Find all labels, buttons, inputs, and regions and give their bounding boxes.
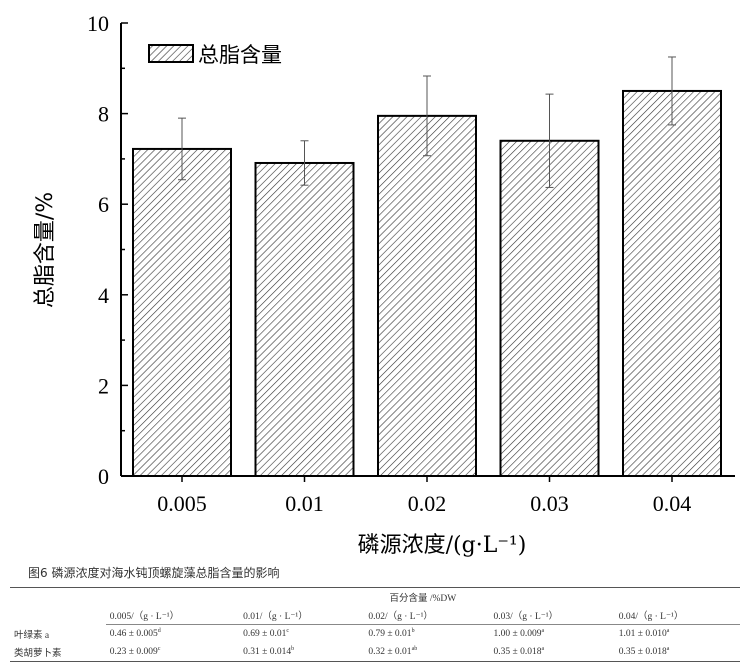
significance-letter: ab — [411, 646, 418, 653]
table-cell: 0.46 ± 0.005d — [109, 628, 161, 640]
bar — [377, 114, 477, 478]
x-axis-label: 磷源浓度/(g·L⁻¹) — [358, 533, 527, 558]
y-tick-label: 10 — [87, 11, 109, 36]
significance-letter: a — [541, 628, 545, 635]
table-cell: 0.35 ± 0.018a — [618, 646, 670, 658]
legend-swatch — [148, 44, 194, 63]
significance-letter: a — [541, 646, 545, 653]
data-table: 百分含量 /%DW 0.005/（g · L⁻¹） 0.01/（g · L⁻¹） 0… — [10, 587, 740, 662]
significance-letter: a — [666, 628, 670, 635]
table-cell: 1.01 ± 0.010a — [618, 628, 670, 640]
bar — [499, 139, 600, 477]
table-cell: 0.31 ± 0.014b — [243, 646, 295, 658]
y-tick-label: 2 — [98, 373, 109, 398]
x-tick-label: 0.01 — [285, 491, 324, 516]
y-tick-label: 8 — [98, 102, 109, 127]
significance-letter: a — [666, 646, 670, 653]
table-row: 叶绿素 a 0.46 ± 0.005d 0.69 ± 0.01c 0.79 ± 0.0… — [10, 625, 740, 644]
group-header: 百分含量 /%DW — [389, 594, 457, 604]
x-tick-label: 0.005 — [157, 491, 207, 516]
row-label: 类胡萝卜素 — [14, 649, 62, 659]
row-label: 叶绿素 a — [14, 630, 50, 641]
figure-caption: 图6 磷源浓度对海水钝顶螺旋藻总脂含量的影响 — [28, 566, 280, 580]
significance-letter: c — [157, 646, 161, 653]
significance-letter: d — [157, 628, 161, 635]
bar-chart: 0 2 4 6 8 10 0.005 0.01 0.02 0.03 0.04 总脂含量磷源浓度/(g·… — [33, 11, 735, 558]
x-tick-label: 0.03 — [530, 491, 569, 516]
table-cell: 1.00 ± 0.009a — [493, 628, 545, 640]
bar — [622, 89, 722, 477]
column-header: 0.02/（g · L⁻¹） — [364, 606, 490, 625]
y-tick-label: 0 — [98, 464, 109, 489]
table-cell: 0.79 ± 0.01b — [368, 628, 415, 640]
significance-letter: b — [411, 628, 415, 635]
table-cell: 0.23 ± 0.009c — [109, 646, 161, 658]
column-header: 0.04/（g · L⁻¹） — [614, 606, 740, 625]
significance-letter: c — [286, 628, 290, 635]
bar — [132, 147, 232, 478]
legend-label: 总脂含量 — [198, 43, 282, 67]
x-tick-label: 0.02 — [408, 491, 447, 516]
column-header: 0.005/（g · L⁻¹） — [105, 606, 240, 625]
column-header: 0.01/（g · L⁻¹） — [239, 606, 365, 625]
y-tick-label: 4 — [98, 283, 109, 308]
y-axis-label: 总脂含量/% — [33, 192, 58, 308]
table-row: 类胡萝卜素 0.23 ± 0.009c 0.31 ± 0.014b 0.32 ± 0.… — [10, 643, 740, 662]
x-tick-label: 0.04 — [653, 491, 692, 516]
y-tick-label: 6 — [98, 192, 109, 217]
table-cell: 0.69 ± 0.01c — [243, 628, 290, 640]
column-header: 0.03/（g · L⁻¹） — [489, 606, 615, 625]
significance-letter: b — [291, 646, 295, 653]
bar — [254, 161, 355, 478]
table-cell: 0.35 ± 0.018a — [493, 646, 545, 658]
table-cell: 0.32 ± 0.01ab — [368, 646, 418, 658]
